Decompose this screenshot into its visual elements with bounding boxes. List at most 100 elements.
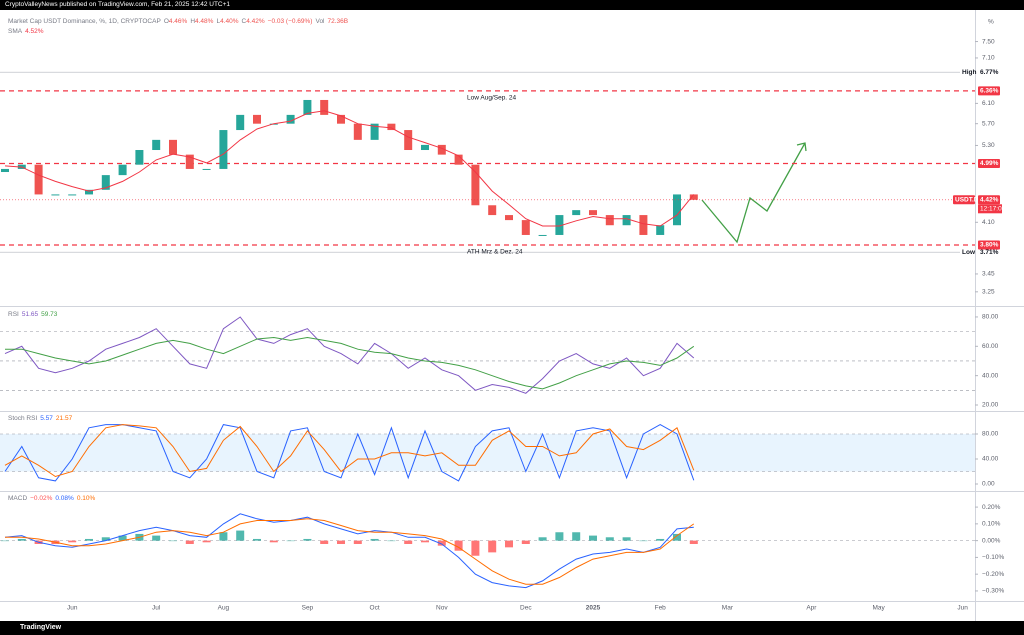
sma-line [4,110,695,227]
candle-body [303,99,312,115]
histogram-bar [622,537,631,541]
y-tick-label: 7.10 [982,55,995,62]
y-tick-label: −0.30% [982,588,1004,595]
ohlc-value: 4.46% [168,18,188,25]
candle-body [185,154,194,169]
legend: Stoch RSI 5.57 21.57 [8,415,72,422]
candle-body [101,175,110,190]
brand-bar: TradingView [0,621,1024,635]
candle-body [202,168,211,170]
y-tick-label: 4.10 [982,219,995,226]
candle-body [656,225,665,235]
price-line-label-box [978,240,1000,250]
candle-body [169,139,177,155]
price-line-text: Low Aug/Sep. 24 [467,95,517,102]
candle-body [219,130,228,169]
histogram-bar [521,540,530,544]
x-tick-label: May [872,605,885,612]
histogram-bar [68,540,77,543]
price-line-label: 3.80% [980,242,999,249]
histogram-bar [219,532,228,541]
candle-body [488,205,497,216]
low-label-box [960,247,975,257]
high-value: 6.77% [980,69,999,76]
ohlc-label: C [241,18,247,25]
histogram-bar [589,535,597,541]
x-tick-label: 2025 [586,605,601,612]
ohlc-label: L [216,18,221,25]
candle-body [404,130,413,151]
indicator-line [4,316,695,394]
candle-body [370,123,379,140]
indicator-title: RSI [8,311,19,318]
x-tick-label: Dec [520,605,532,612]
y-tick-label: 40.00 [982,372,999,379]
candle-body [387,123,396,131]
histogram-bar [353,540,362,544]
histogram-bar [269,540,278,543]
histogram-bar [689,540,698,544]
candle-body [152,139,161,151]
candle-body [673,194,681,226]
candle-body [589,210,597,216]
histogram-bar [673,533,681,541]
last-value-box [978,195,1000,205]
y-tick-label: 80.00 [982,314,999,321]
histogram-bar [572,532,581,541]
legend: RSI 51.65 59.73 [8,311,57,318]
brand: TradingView [20,624,62,631]
high-value-box [978,67,1000,77]
candle-body [253,114,261,124]
histogram-bar [404,540,413,544]
candle-body [572,210,581,216]
y-tick-label: −0.20% [982,571,1004,578]
histogram-bar [101,537,110,541]
histogram-bar [320,540,329,544]
histogram-bar [437,540,446,546]
histogram-bar [17,538,26,541]
x-tick-label: Nov [436,605,448,612]
candle-body [34,164,43,195]
histogram-bar [303,538,312,541]
histogram-bar [639,540,648,542]
price-line-label-box [978,86,1000,96]
ohlc-item: L4.40% [216,18,238,25]
histogram-bar [421,540,429,543]
price-line-label: 6.36% [980,88,999,95]
indicator-line [5,518,695,585]
x-tick-label: Jun [957,605,968,612]
candle-body [68,194,77,196]
indicator-value: 0.10% [76,495,96,502]
y-unit: % [988,19,994,26]
ohlc-item: C4.42% [242,18,265,25]
low-value-box [978,247,1000,257]
sma-value: 4.52% [25,28,44,35]
histogram-bar [387,540,396,542]
histogram-bar [169,540,177,542]
candle-body [236,114,245,131]
y-tick-label: 6.10 [982,100,995,107]
price-line-label-box [978,158,1000,168]
indicator-value: 21.57 [55,415,73,422]
histogram-bar [253,538,261,541]
y-tick-label: 80.00 [982,431,999,438]
panel-separators [0,10,1024,621]
volume-value: 72.36B [327,18,349,25]
last-symbol: USDT.D [955,197,979,204]
histogram-bar [152,535,161,541]
candle-body [622,215,631,226]
projection-arrow [701,142,807,244]
legend: Market Cap USDT Dominance, %, 1D, CRYPTO… [8,18,348,25]
candle-body [454,154,463,165]
x-tick-label: Sep [302,605,314,612]
y-tick-label: 3.25 [982,289,995,296]
candle-body [421,144,429,151]
x-tick-label: Oct [370,605,380,612]
high-label-box [960,67,975,77]
y-tick-label: 20.00 [982,402,999,409]
histogram-bar [370,538,379,541]
y-tick-label: 0.00% [982,537,1001,544]
x-tick-label: Aug [218,605,230,612]
x-tick-label: Jun [67,605,78,612]
indicator-line [4,424,695,482]
